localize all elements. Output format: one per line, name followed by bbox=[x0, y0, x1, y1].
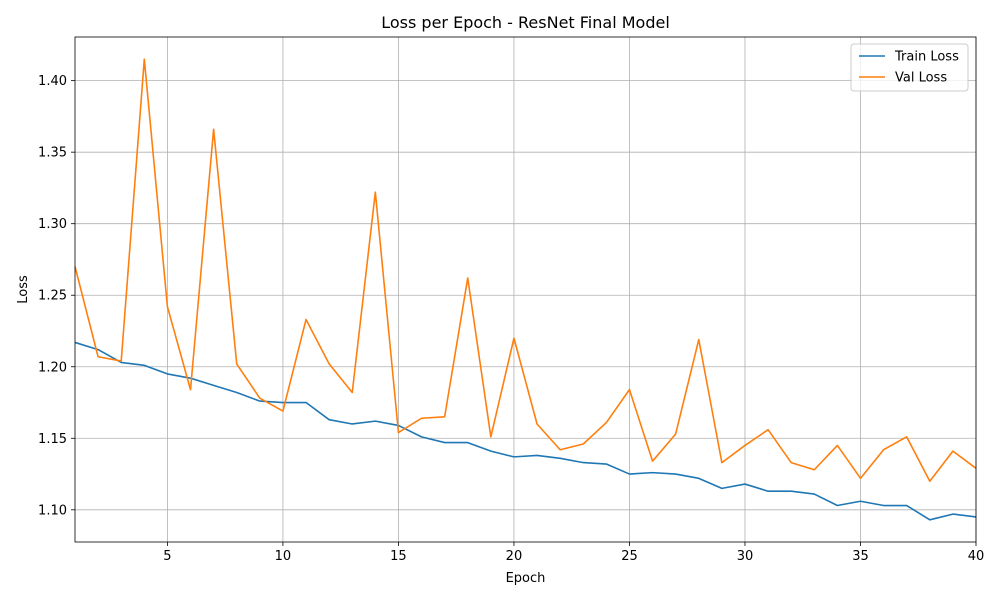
x-tick-label: 35 bbox=[852, 549, 869, 564]
y-tick-label: 1.15 bbox=[38, 432, 67, 447]
legend: Train Loss Val Loss bbox=[850, 43, 969, 92]
x-tick-label: 30 bbox=[737, 549, 754, 564]
axis-ticks: 5 10 15 20 25 30 35 40 1.10 1.15 1.20 1.25 1.30 1.35 1… bbox=[38, 74, 984, 564]
y-tick-label: 1.20 bbox=[38, 360, 67, 375]
x-tick-label: 5 bbox=[163, 549, 171, 564]
x-axis-title: Epoch bbox=[506, 571, 546, 586]
x-tick-label: 10 bbox=[275, 549, 292, 564]
y-axis-title: Loss bbox=[16, 275, 31, 304]
x-tick-label: 40 bbox=[968, 549, 985, 564]
y-tick-label: 1.40 bbox=[38, 74, 67, 89]
y-tick-label: 1.30 bbox=[38, 217, 67, 232]
series-line-train-loss bbox=[74, 341, 977, 521]
plot-frame bbox=[74, 36, 977, 543]
x-tick-label: 15 bbox=[390, 549, 407, 564]
x-tick-label: 20 bbox=[506, 549, 523, 564]
series-line-val-loss bbox=[74, 58, 977, 483]
series-lines bbox=[74, 58, 977, 521]
y-tick-label: 1.35 bbox=[38, 146, 67, 161]
chart-title: Loss per Epoch - ResNet Final Model bbox=[381, 13, 670, 32]
y-tick-label: 1.25 bbox=[38, 289, 67, 304]
y-tick-label: 1.10 bbox=[38, 503, 67, 518]
legend-label: Train Loss bbox=[894, 50, 959, 65]
legend-label: Val Loss bbox=[895, 71, 947, 86]
x-tick-label: 25 bbox=[621, 549, 638, 564]
